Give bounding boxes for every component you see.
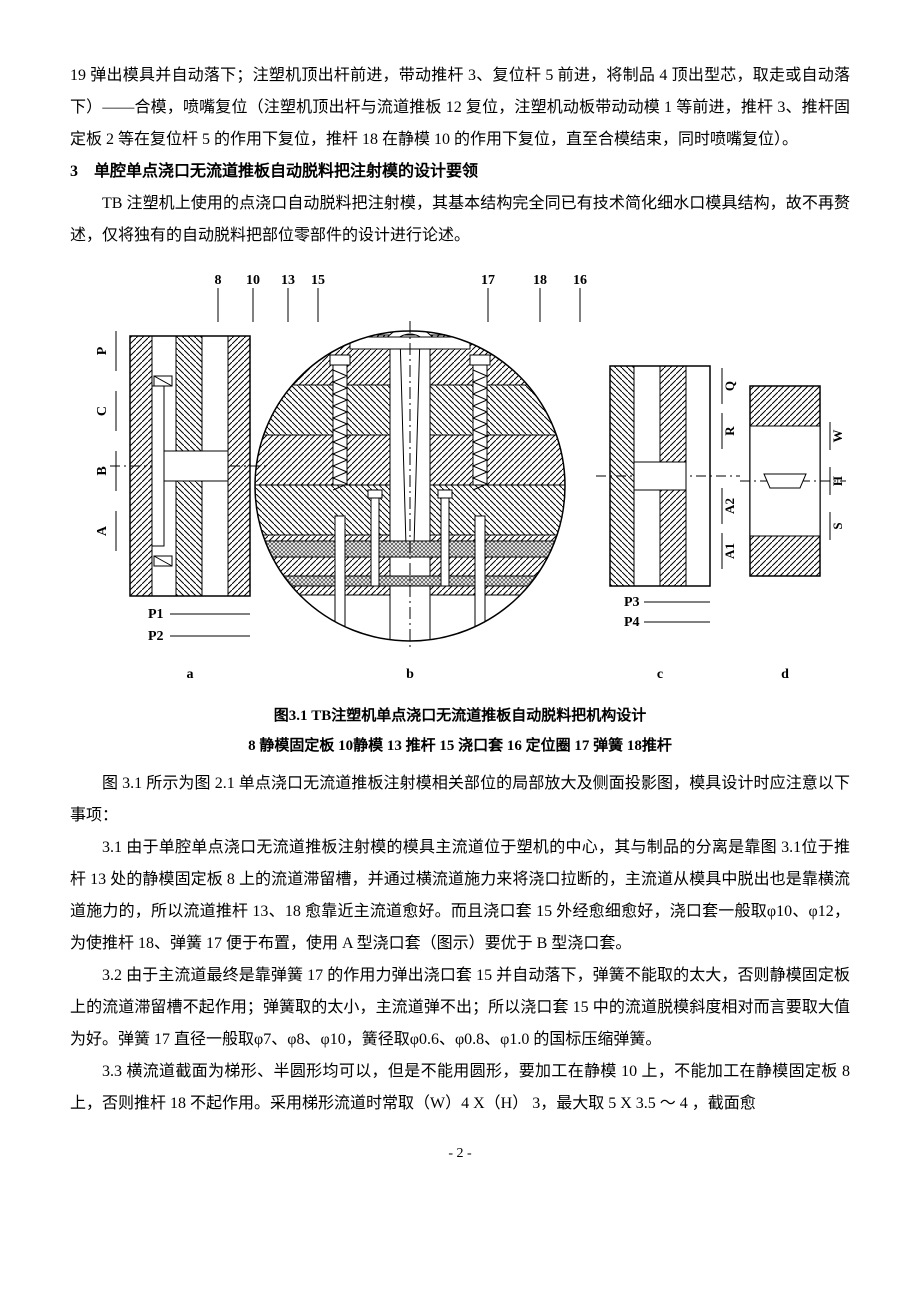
- svg-text:A: A: [95, 525, 110, 536]
- svg-text:A2: A2: [722, 498, 737, 514]
- svg-text:Q: Q: [722, 381, 737, 391]
- svg-text:a: a: [187, 667, 194, 682]
- paragraph-intro: TB 注塑机上使用的点浇口自动脱料把注射模，其基本结构完全同已有技术简化细水口模…: [70, 188, 850, 252]
- svg-text:H: H: [830, 476, 845, 486]
- section-heading-3: 3 单腔单点浇口无流道推板自动脱料把注射模的设计要领: [70, 156, 850, 188]
- figure-caption-line1: 图3.1 TB注塑机单点浇口无流道推板自动脱料把机构设计: [70, 704, 850, 728]
- svg-text:13: 13: [281, 273, 295, 288]
- svg-text:C: C: [95, 406, 110, 416]
- page-number: - 2 -: [70, 1140, 850, 1168]
- svg-text:P4: P4: [624, 615, 640, 630]
- paragraph-3-1: 3.1 由于单腔单点浇口无流道推板注射模的模具主流道位于塑机的中心，其与制品的分…: [70, 832, 850, 960]
- svg-text:16: 16: [573, 273, 587, 288]
- svg-text:W: W: [830, 430, 845, 443]
- svg-text:P1: P1: [148, 607, 164, 622]
- svg-text:8: 8: [215, 273, 222, 288]
- svg-text:P3: P3: [624, 595, 640, 610]
- paragraph-continuation: 19 弹出模具并自动落下；注塑机顶出杆前进，带动推杆 3、复位杆 5 前进，将制…: [70, 60, 850, 156]
- paragraph-3-3: 3.3 横流道截面为梯形、半圆形均可以，但是不能用圆形，要加工在静模 10 上，…: [70, 1056, 850, 1120]
- svg-text:B: B: [95, 466, 110, 475]
- svg-text:c: c: [657, 667, 663, 682]
- mold-diagram-svg: 8 10 13 15 17 18 16 P C B A P1 P2 a b Q R A2 A1 P3 P4 c W H Sd: [70, 266, 850, 686]
- svg-text:15: 15: [311, 273, 325, 288]
- svg-text:b: b: [406, 667, 414, 682]
- figure-caption-line2: 8 静模固定板 10静模 13 推杆 15 浇口套 16 定位圈 17 弹簧 1…: [70, 734, 850, 758]
- svg-text:P2: P2: [148, 629, 164, 644]
- paragraph-3: 图 3.1 所示为图 2.1 单点浇口无流道推板注射模相关部位的局部放大及侧面投…: [70, 768, 850, 832]
- svg-text:18: 18: [533, 273, 547, 288]
- svg-text:R: R: [722, 426, 737, 436]
- svg-text:17: 17: [481, 273, 495, 288]
- svg-text:P: P: [95, 346, 110, 355]
- paragraph-3-2: 3.2 由于主流道最终是靠弹簧 17 的作用力弹出浇口套 15 并自动落下，弹簧…: [70, 960, 850, 1056]
- figure-3-1: 8 10 13 15 17 18 16 P C B A P1 P2 a b Q R A2 A1 P3 P4 c W H Sd 图…: [70, 266, 850, 758]
- svg-text:10: 10: [246, 273, 260, 288]
- svg-text:d: d: [781, 667, 789, 682]
- svg-text:S: S: [830, 522, 845, 529]
- svg-text:A1: A1: [722, 543, 737, 559]
